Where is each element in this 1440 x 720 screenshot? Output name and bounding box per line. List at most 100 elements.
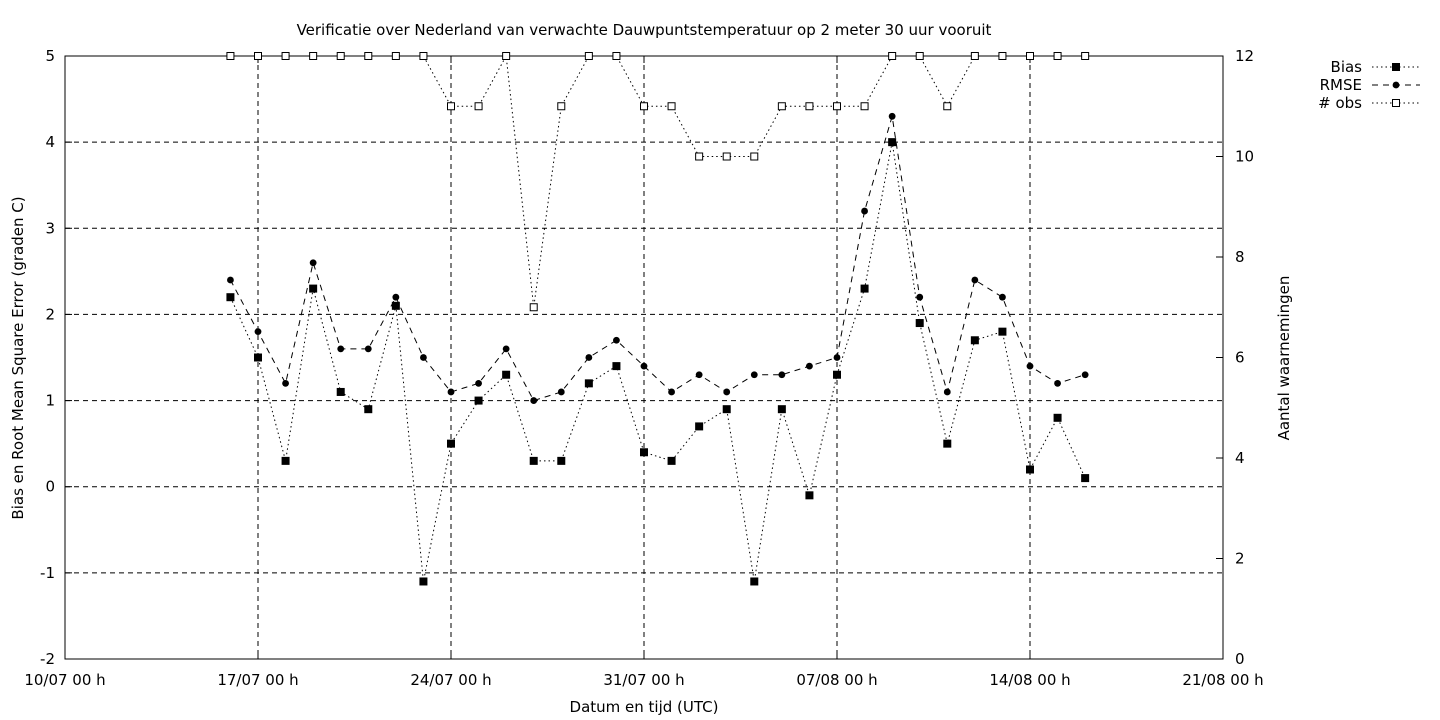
series-obs-point [888,52,897,60]
series-bias [226,138,1090,586]
series-bias-point [833,370,841,379]
series-rmse-point [833,354,841,361]
series-bias-point [364,405,373,414]
series-rmse-point [999,293,1006,301]
series-rmse-point [971,276,979,284]
series-bias-point [943,439,952,448]
x-tick-label: 14/08 00 h [989,671,1070,689]
series-bias-point [529,456,538,465]
series-rmse-point [447,388,455,396]
y-tick-label: 2 [45,305,55,323]
series-obs-point [805,102,814,111]
axis-ticks: 10/07 00 h 17/07 00 h 24/07 00 h 31/07 00 h… [24,47,1263,689]
grid-lines [65,56,1223,659]
series-obs-point [474,102,483,111]
series-rmse-point [420,354,427,361]
legend-label-obs: # obs [1318,94,1362,112]
series-obs-point [226,52,235,60]
series-obs-point [1026,52,1034,60]
series-obs [226,52,1090,312]
series-rmse-point [723,388,731,396]
series-bias-point [640,448,648,457]
series-bias-point [447,439,455,448]
series-bias-point [722,405,731,414]
y2-tick-label: 6 [1235,349,1245,367]
series-bias-point [888,138,897,147]
x-tick-label: 10/07 00 h [24,671,105,689]
series-obs-point [1053,52,1062,60]
legend-marker-obs [1392,99,1400,107]
series-bias-point [557,456,566,465]
series-rmse-point [613,336,620,344]
series-obs-point [557,102,566,111]
series-obs-point [419,52,428,60]
series-obs-point [336,52,345,60]
series-bias-point [998,327,1007,336]
series-obs-point [998,52,1007,60]
series-bias-point [1026,465,1034,474]
series-rmse-point [806,362,813,370]
y-tick-label: -2 [40,650,55,668]
series-rmse-point [557,388,565,396]
series-rmse-point [888,112,896,120]
series-bias-point [860,284,869,293]
series-bias-point [667,456,676,465]
series-rmse-point [916,293,924,301]
series-bias-point [1053,413,1062,422]
series-obs-point [447,102,455,111]
series-obs-point [695,152,704,161]
y-tick-label: 1 [45,392,55,410]
series-bias-point [391,301,400,310]
series-bias-point [750,577,759,586]
series-obs-point [667,102,676,111]
series-rmse-point [364,345,372,353]
series-rmse [227,112,1089,404]
series-bias-point [336,387,345,396]
series-obs-point [254,52,262,60]
series-rmse-point [668,388,675,396]
series-obs-point [309,52,318,60]
series-bias-point [805,491,814,500]
series-obs-point [1081,52,1090,60]
series-obs-point [860,102,869,111]
series-rmse-point [640,362,648,370]
y-tick-label: 5 [45,47,55,65]
x-tick-label: 21/08 00 h [1182,671,1263,689]
y2-tick-label: 12 [1235,47,1254,65]
x-tick-label: 24/07 00 h [410,671,491,689]
y2-tick-label: 10 [1235,148,1254,166]
y2-tick-label: 2 [1235,550,1245,568]
chart-title: Verificatie over Nederland van verwachte… [297,21,992,39]
series-obs-line [230,54,1086,308]
series-rmse-point [282,379,289,387]
series-bias-point [419,577,428,586]
series-obs-point [612,52,621,60]
y-tick-label: -1 [40,564,55,582]
series-rmse-point [502,345,510,353]
series-bias-line [229,142,1086,582]
series-bias-point [281,456,290,465]
series-obs-point [750,152,759,161]
series-layer [226,52,1090,586]
legend-label-rmse: RMSE [1320,76,1362,94]
series-rmse-point [337,345,345,353]
y-tick-label: 0 [45,478,55,496]
series-obs-point [584,52,593,60]
x-tick-label: 17/07 00 h [217,671,298,689]
y-axis-label: Bias en Root Mean Square Error (graden C… [9,196,27,519]
series-obs-point [391,52,400,60]
y2-tick-label: 4 [1235,449,1245,467]
series-obs-point [943,102,952,111]
legend-marker-rmse [1392,81,1400,89]
series-obs-point [364,52,373,60]
series-obs-point [502,52,511,60]
series-obs-point [915,52,924,60]
series-bias-point [584,379,593,388]
series-rmse-point [1081,371,1089,379]
series-rmse-point [530,397,538,404]
series-rmse-line [229,116,1086,402]
series-obs-point [640,102,648,111]
series-bias-point [1081,474,1090,483]
